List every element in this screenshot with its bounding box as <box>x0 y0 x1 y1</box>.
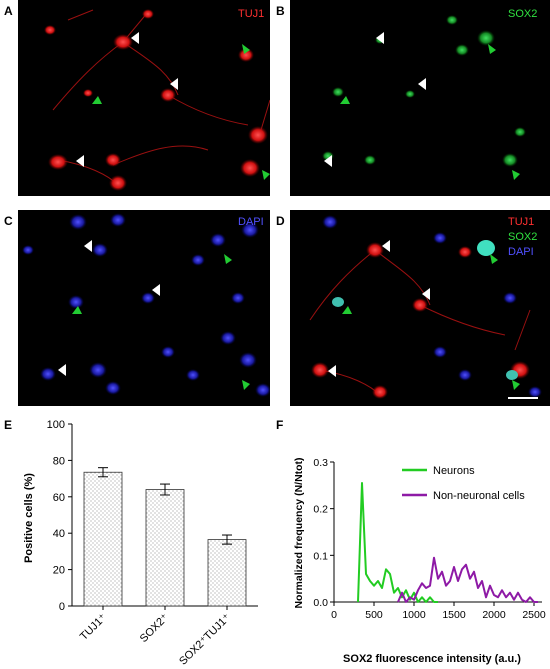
e-bar <box>207 539 247 607</box>
panel-label-a: A <box>4 4 13 18</box>
panel-label-b: B <box>276 4 285 18</box>
merge-image <box>309 215 542 399</box>
channel-label-tuj1: TUJ1 <box>238 8 265 20</box>
dapi-image <box>22 213 270 397</box>
e-bar <box>145 489 185 607</box>
tuj1-image <box>44 9 270 191</box>
f-series-line-neurons <box>357 482 438 603</box>
line-chart-sox2-intensity: Normalized frequency (N/Ntot) SOX2 fluor… <box>293 457 546 665</box>
e-y-tick-label: 40 <box>53 528 65 540</box>
channel-label-dapi: DAPI <box>238 216 264 228</box>
f-x-tick-label: 1500 <box>442 609 466 621</box>
f-x-tick-label: 2000 <box>482 609 506 621</box>
f-legend-label: Non-neuronal cells <box>433 490 525 502</box>
merge-label-sox2: SOX2 <box>508 231 538 243</box>
f-y-tick-label: 0.0 <box>313 597 328 609</box>
e-y-tick-label: 0 <box>59 601 65 613</box>
bar-chart-positive-cells: Positive cells (%) 0 20 40 60 80 100 TUJ1⁺ SOX2… <box>23 419 258 668</box>
panel-label-e: E <box>4 418 13 432</box>
e-y-tick-label: 20 <box>53 565 65 577</box>
f-y-tick-label: 0.1 <box>313 550 328 562</box>
f-x-tick-label: 0 <box>331 609 337 621</box>
merge-label-tuj1: TUJ1 <box>508 216 535 228</box>
f-x-tick-label: 2500 <box>522 609 546 621</box>
f-x-axis-label: SOX2 fluorescence intensity (a.u.) <box>343 653 521 665</box>
f-y-tick-label: 0.2 <box>313 504 328 516</box>
panel-label-c: C <box>4 214 13 228</box>
e-category-label: SOX2⁺TUJ1⁺ <box>177 612 233 668</box>
f-y-tick-label: 0.3 <box>313 457 328 469</box>
micrograph-b <box>290 0 550 196</box>
micrograph-d <box>290 210 550 406</box>
panel-label-d: D <box>276 214 285 228</box>
f-legend-label: Neurons <box>433 465 475 477</box>
f-series-line-non-neuronal <box>397 556 538 603</box>
e-y-tick-label: 80 <box>53 455 65 467</box>
micrograph-a <box>18 0 270 196</box>
scale-bar <box>508 397 538 399</box>
f-x-tick-label: 1000 <box>402 609 426 621</box>
e-y-tick-label: 60 <box>53 492 65 504</box>
e-y-axis-label: Positive cells (%) <box>23 473 35 563</box>
f-x-tick-label: 500 <box>365 609 383 621</box>
e-category-label: SOX2⁺ <box>138 612 171 645</box>
e-y-tick-label: 100 <box>47 419 65 431</box>
e-category-label: TUJ1⁺ <box>78 612 109 643</box>
e-bar <box>83 471 123 607</box>
panel-label-f: F <box>276 418 284 432</box>
channel-label-sox2: SOX2 <box>508 8 538 20</box>
sox2-image <box>322 15 526 180</box>
f-y-axis-label: Normalized frequency (N/Ntot) <box>293 457 305 608</box>
micrograph-c <box>18 210 270 406</box>
merge-label-dapi: DAPI <box>508 246 534 258</box>
